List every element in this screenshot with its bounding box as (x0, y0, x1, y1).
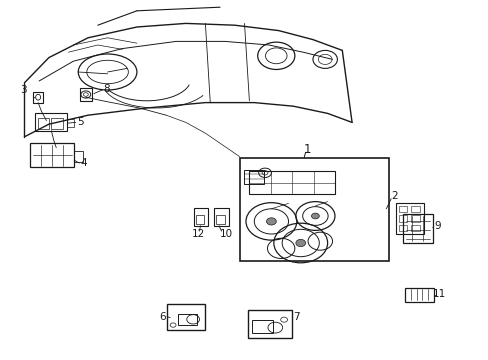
Bar (80, 88, 92, 101)
Bar (395, 203, 424, 234)
Bar (403, 214, 432, 243)
Bar (244, 170, 264, 184)
Text: 11: 11 (431, 289, 445, 299)
Text: 4: 4 (81, 158, 87, 168)
Bar (38, 118, 49, 129)
Circle shape (295, 239, 305, 247)
Text: 2: 2 (390, 191, 397, 201)
Text: 1: 1 (303, 143, 310, 156)
Bar (249, 171, 334, 194)
Bar (398, 206, 407, 212)
Bar (410, 206, 419, 212)
Text: 10: 10 (219, 229, 232, 239)
Bar (252, 320, 272, 333)
Bar (398, 225, 407, 231)
Bar (67, 119, 74, 127)
Text: 6: 6 (159, 312, 166, 322)
Bar (404, 288, 433, 302)
Bar (398, 215, 407, 222)
Bar (410, 225, 419, 231)
Bar (30, 143, 74, 167)
Bar (195, 215, 204, 224)
Bar (410, 215, 419, 222)
Bar (178, 314, 196, 325)
Circle shape (266, 218, 276, 225)
Bar (239, 158, 388, 261)
Text: 8: 8 (103, 84, 110, 94)
Text: 7: 7 (292, 312, 299, 322)
Bar (193, 208, 208, 226)
Bar (167, 304, 205, 330)
Text: 3: 3 (20, 85, 27, 95)
Bar (35, 113, 67, 131)
Bar (216, 215, 224, 224)
Text: 12: 12 (191, 229, 204, 239)
Bar (74, 151, 83, 162)
Bar (214, 208, 228, 226)
Bar (248, 310, 292, 338)
Bar (33, 92, 43, 103)
Bar (51, 118, 63, 129)
Text: 9: 9 (433, 221, 440, 231)
Text: 5: 5 (77, 117, 84, 127)
Circle shape (311, 213, 319, 219)
